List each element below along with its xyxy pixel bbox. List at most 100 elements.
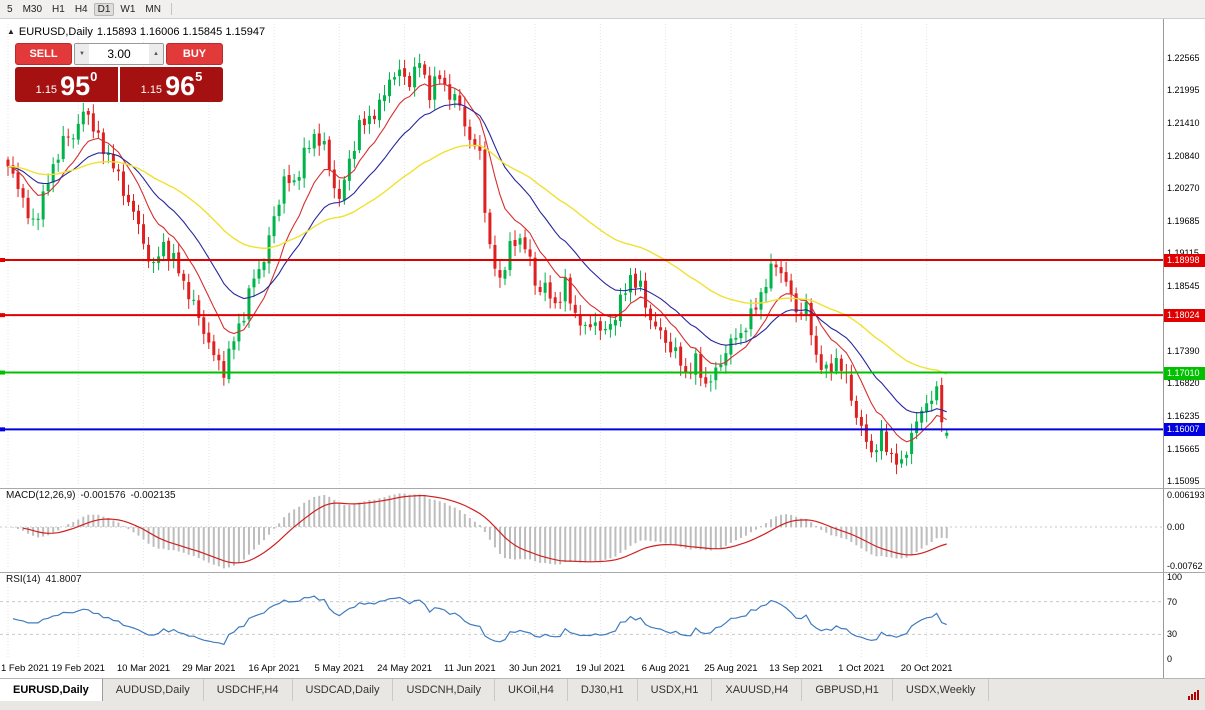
timeframe-button-5[interactable]: 5 — [3, 3, 17, 16]
rsi-panel — [0, 595, 1163, 646]
price-scale[interactable]: 1.22565 1.21995 1.21410 1.20840 1.20270 1.196… — [1163, 19, 1205, 679]
candle-body — [142, 224, 146, 244]
candle-body — [337, 188, 341, 199]
rsi-value: 41.8007 — [45, 574, 82, 585]
candle-body — [433, 76, 437, 100]
candle-body — [272, 216, 276, 237]
candle-body — [784, 272, 788, 282]
candle-body — [905, 454, 909, 458]
candle-body — [227, 348, 231, 380]
candle-body — [242, 320, 246, 323]
line-anchor-mark[interactable] — [0, 313, 5, 318]
candle-body — [759, 292, 763, 310]
scale-tick-label: 0.00 — [1167, 522, 1185, 532]
line-anchor-mark[interactable] — [0, 427, 5, 432]
sell-price-point: 0 — [90, 69, 98, 84]
candle-body — [76, 123, 80, 140]
volume-stepper[interactable]: 3.00 — [74, 43, 164, 65]
sell-button[interactable]: SELL — [15, 43, 72, 65]
candle-body — [885, 431, 888, 452]
candle-body — [483, 149, 487, 213]
scale-tick-label: 0.006193 — [1167, 490, 1205, 501]
candle-body — [347, 158, 351, 181]
candle-body — [558, 301, 562, 303]
candle-body — [900, 459, 904, 464]
candle-body — [513, 239, 517, 246]
scale-tick-label: -0.00762 — [1167, 560, 1203, 571]
chart-tab-usdcad-daily[interactable]: USDCAD,Daily — [293, 679, 394, 701]
macd-panel-separator[interactable] — [0, 488, 1205, 489]
scale-tick-label: 1.16820 — [1167, 378, 1200, 389]
chart-tab-usdx-h1[interactable]: USDX,H1 — [638, 679, 713, 701]
candle-body — [568, 277, 572, 304]
date-axis: 1 Feb 2021 19 Feb 2021 10 Mar 2021 29 Mar 2… — [0, 661, 1163, 677]
candle-body — [478, 145, 482, 151]
scale-tick-label: 1.21995 — [1167, 85, 1200, 96]
buy-price-display[interactable]: 1.15 96 5 — [120, 67, 223, 102]
candle-body — [312, 133, 316, 149]
candle-body — [126, 194, 130, 203]
rsi-panel-separator[interactable] — [0, 572, 1205, 573]
candle-body — [367, 115, 371, 125]
candle-body — [704, 377, 708, 384]
candle-body — [443, 77, 447, 85]
chart-tab-xauusd-h4[interactable]: XAUUSD,H4 — [712, 679, 803, 701]
macd-main-value: -0.001576 — [80, 490, 126, 501]
scale-tick-label: 70 — [1167, 596, 1178, 607]
timeframe-button-h1[interactable]: H1 — [48, 3, 69, 16]
candle-body — [935, 386, 939, 401]
macd-signal-value: -0.002135 — [130, 490, 176, 501]
timeframe-button-m30[interactable]: M30 — [19, 3, 46, 16]
chart-tab-usdx-weekly[interactable]: USDX,Weekly — [893, 679, 990, 701]
chart-tab-eurusd-daily[interactable]: EURUSD,Daily — [0, 679, 103, 701]
chart-tab-usdchf-h4[interactable]: USDCHF,H4 — [204, 679, 293, 701]
date-tick-label: 13 Sep 2021 — [769, 663, 824, 674]
chart-tab-gbpusd-h1[interactable]: GBPUSD,H1 — [802, 679, 893, 701]
scale-tick-label: 1.18545 — [1167, 280, 1200, 291]
timeframe-button-d1[interactable]: D1 — [93, 2, 115, 16]
candle-body — [628, 275, 632, 293]
candle-body — [879, 430, 883, 452]
scale-tick-label: 1.15665 — [1167, 443, 1200, 454]
candle-body — [458, 95, 462, 106]
chart-tab-dj30-h1[interactable]: DJ30,H1 — [568, 679, 638, 701]
timeframe-button-mn[interactable]: MN — [141, 3, 165, 16]
date-tick-label: 11 Jun 2021 — [444, 663, 496, 674]
candle-body — [101, 132, 105, 155]
candle-body — [739, 333, 743, 339]
buy-price-pips: 96 — [165, 71, 196, 101]
candle-body — [849, 374, 853, 401]
volume-value[interactable]: 3.00 — [107, 47, 131, 61]
candle-body — [528, 249, 532, 257]
chart-tab-usdcnh-daily[interactable]: USDCNH,Daily — [393, 679, 496, 701]
timeframe-button-h4[interactable]: H4 — [71, 3, 92, 16]
buy-button[interactable]: BUY — [166, 43, 223, 65]
candle-body — [869, 440, 873, 453]
scale-tick-label: 1.16235 — [1167, 411, 1200, 422]
rsi-label: RSI(14) 41.8007 — [6, 574, 87, 585]
rsi-name: RSI(14) — [6, 574, 41, 585]
candle-body — [709, 381, 713, 383]
candle-body — [654, 321, 658, 327]
volume-increase-icon[interactable] — [149, 44, 163, 64]
candle-body — [749, 308, 753, 330]
line-anchor-mark[interactable] — [0, 370, 5, 375]
candle-body — [302, 147, 306, 179]
candle-body — [829, 363, 833, 372]
candle-body — [809, 302, 813, 336]
line-anchor-mark[interactable] — [0, 257, 5, 262]
timeframe-button-w1[interactable]: W1 — [116, 3, 139, 16]
sell-price-display[interactable]: 1.15 95 0 — [15, 67, 118, 102]
candle-body — [538, 286, 542, 292]
candle-body — [132, 200, 135, 212]
candle-body — [352, 150, 356, 159]
chart-tab-ukoil-h4[interactable]: UKOil,H4 — [495, 679, 568, 701]
price-chart[interactable] — [0, 19, 1163, 679]
candle-body — [463, 106, 467, 127]
candle-body — [895, 453, 899, 465]
ma-slow-line — [7, 144, 947, 375]
volume-decrease-icon[interactable] — [75, 44, 89, 64]
candle-body — [322, 140, 326, 145]
candle-body — [372, 115, 376, 120]
chart-tab-audusd-daily[interactable]: AUDUSD,Daily — [103, 679, 204, 701]
